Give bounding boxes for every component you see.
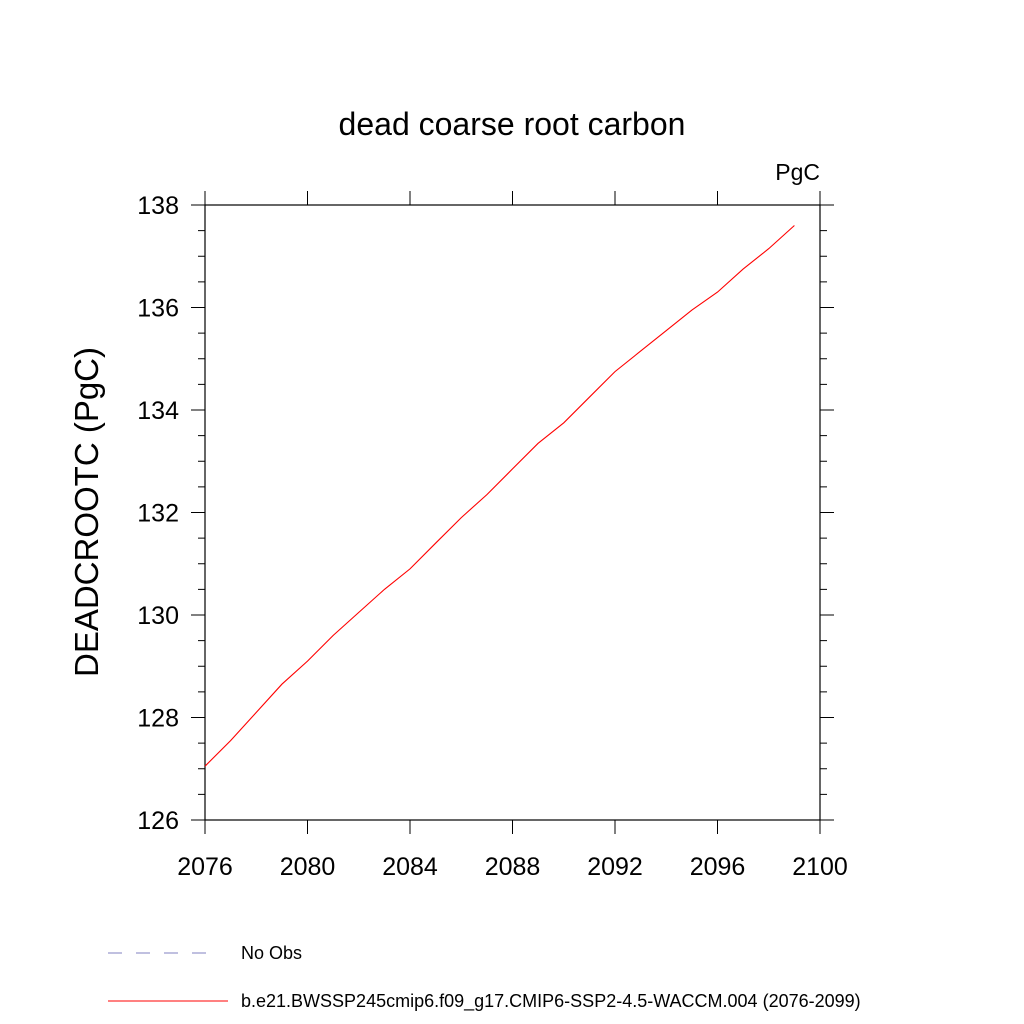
- x-tick-label: 2080: [280, 853, 336, 881]
- series-line-0: [204, 225, 795, 767]
- tick-marks: [191, 191, 834, 834]
- legend-label-model: b.e21.BWSSP245cmip6.f09_g17.CMIP6-SSP2-4…: [241, 991, 861, 1012]
- x-tick-labels: 2076 2080 2084 2088 2092 2096 2100: [177, 853, 848, 881]
- x-tick-label: 2076: [177, 853, 233, 881]
- plot-frame: [204, 204, 821, 821]
- y-tick-label: 136: [137, 295, 179, 323]
- y-tick-label: 138: [137, 192, 179, 220]
- y-axis-label: DEADCROOTC (PgC): [68, 347, 105, 677]
- units-label: PgC: [775, 159, 820, 185]
- legend: No Obs b.e21.BWSSP245cmip6.f09_g17.CMIP6…: [108, 943, 861, 1012]
- legend-label-no-obs: No Obs: [241, 943, 302, 963]
- x-tick-label: 2100: [792, 853, 848, 881]
- x-tick-label: 2084: [382, 853, 438, 881]
- chart-title: dead coarse root carbon: [339, 106, 686, 142]
- x-tick-label: 2096: [690, 853, 746, 881]
- y-tick-label: 130: [137, 602, 179, 630]
- y-tick-label: 132: [137, 500, 179, 528]
- y-tick-labels: 126 128 130 132 134 136 138: [137, 192, 179, 835]
- y-tick-label: 134: [137, 397, 179, 425]
- x-tick-label: 2092: [587, 853, 643, 881]
- series-layer: [204, 225, 795, 767]
- y-tick-label: 126: [137, 807, 179, 835]
- x-tick-label: 2088: [485, 853, 541, 881]
- y-tick-label: 128: [137, 705, 179, 733]
